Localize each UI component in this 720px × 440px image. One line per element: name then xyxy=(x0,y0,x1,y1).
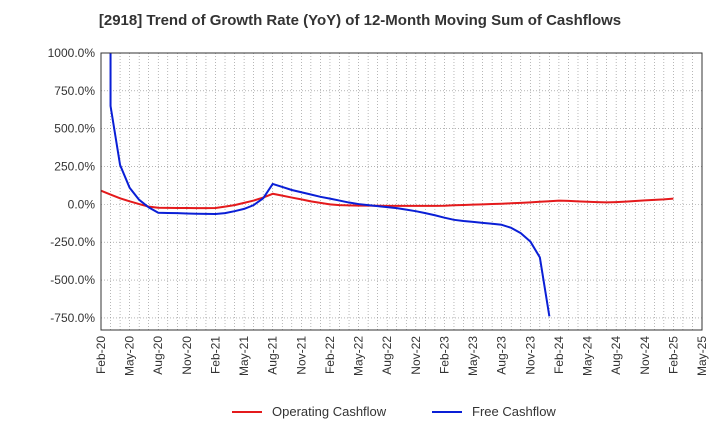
x-tick-label: May-24 xyxy=(581,336,595,376)
y-axis-tick-labels: 1000.0% 750.0% 500.0% 250.0% 0.0% -250.0% -500… xyxy=(48,46,96,325)
x-tick-label: Feb-25 xyxy=(666,336,680,374)
x-tick-label: Aug-23 xyxy=(495,336,509,375)
x-tick-label: Nov-21 xyxy=(294,336,308,375)
x-tick-label: May-23 xyxy=(466,336,480,376)
x-tick-label: Aug-22 xyxy=(380,336,394,375)
y-tick-label: -250.0% xyxy=(50,235,95,249)
legend-label-operating: Operating Cashflow xyxy=(272,404,387,419)
legend-operating-cashflow: Operating Cashflow xyxy=(232,404,386,419)
x-axis-tick-labels: Feb-20 May-20 Aug-20 Nov-20 Feb-21 May-21 Aug-… xyxy=(94,336,709,376)
series-line-operating-cashflow xyxy=(100,189,674,210)
x-tick-label: May-25 xyxy=(695,336,709,376)
chart-title: [2918] Trend of Growth Rate (YoY) of 12-… xyxy=(98,12,622,29)
series-lines xyxy=(100,53,674,317)
legend-swatch-operating xyxy=(232,410,262,413)
x-tick-label: Aug-24 xyxy=(609,336,623,375)
y-tick-label: 500.0% xyxy=(54,122,95,136)
x-tick-label: Nov-22 xyxy=(409,336,423,375)
x-tick-label: Nov-24 xyxy=(638,336,652,375)
x-tick-label: Feb-23 xyxy=(437,336,451,374)
x-tick-label: May-20 xyxy=(123,336,137,376)
y-tick-label: 0.0% xyxy=(68,197,96,211)
legend-swatch-free xyxy=(432,410,462,413)
x-tick-label: May-22 xyxy=(352,336,366,376)
x-tick-label: Feb-24 xyxy=(552,336,566,374)
y-tick-label: 750.0% xyxy=(54,84,95,98)
series-line-free-cashflow xyxy=(109,53,551,317)
legend-free-cashflow: Free Cashflow xyxy=(432,404,556,419)
x-tick-label: Aug-20 xyxy=(151,336,165,375)
x-tick-label: Feb-22 xyxy=(323,336,337,374)
x-tick-label: Feb-21 xyxy=(208,336,222,374)
x-tick-label: Feb-20 xyxy=(94,336,108,374)
y-tick-label: -500.0% xyxy=(50,273,95,287)
y-tick-label: 1000.0% xyxy=(48,46,96,60)
x-tick-label: Nov-23 xyxy=(523,336,537,375)
legend-label-free: Free Cashflow xyxy=(472,404,556,419)
x-tick-label: Nov-20 xyxy=(180,336,194,375)
y-tick-label: -750.0% xyxy=(50,311,95,325)
x-tick-label: Aug-21 xyxy=(266,336,280,375)
grid-lines xyxy=(101,52,702,330)
x-tick-label: May-21 xyxy=(237,336,251,376)
y-tick-label: 250.0% xyxy=(54,160,95,174)
plot-area-frame xyxy=(100,52,703,331)
